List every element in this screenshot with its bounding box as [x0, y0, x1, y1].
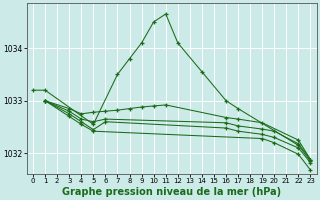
- X-axis label: Graphe pression niveau de la mer (hPa): Graphe pression niveau de la mer (hPa): [62, 187, 281, 197]
